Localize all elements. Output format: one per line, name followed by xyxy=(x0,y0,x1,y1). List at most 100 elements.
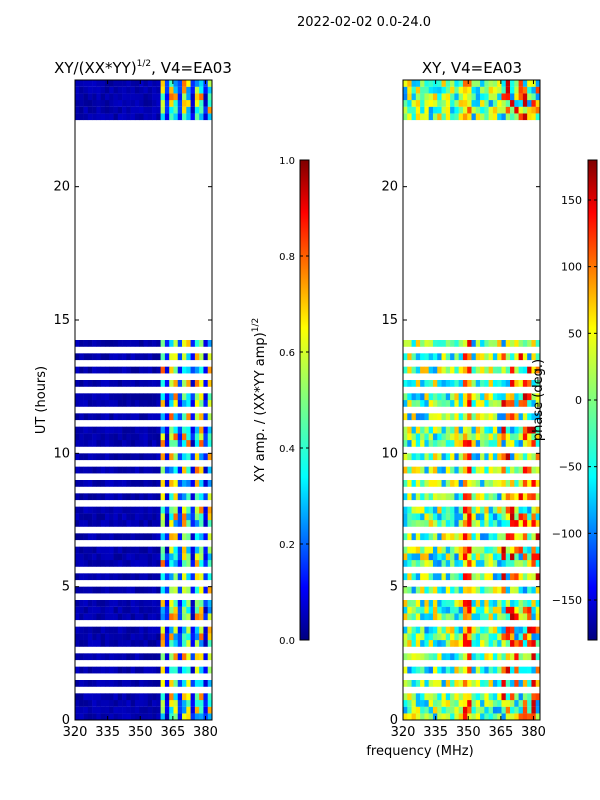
heatmap-cell xyxy=(177,86,183,94)
x-tick-label: 350 xyxy=(128,725,153,740)
heatmap-cell xyxy=(122,560,127,567)
heatmap-cell xyxy=(484,440,489,447)
heatmap-cell xyxy=(535,506,541,514)
heatmap-cell xyxy=(411,606,417,614)
heatmap-cell xyxy=(113,600,119,607)
heatmap-cell xyxy=(143,86,149,94)
heatmap-cell xyxy=(79,113,84,121)
heatmap-cell xyxy=(139,426,144,434)
heatmap-cell xyxy=(194,613,200,621)
heatmap-cell xyxy=(462,480,468,487)
heatmap-cell xyxy=(147,713,153,721)
heatmap-cell xyxy=(501,93,507,101)
heatmap-cell xyxy=(531,606,537,614)
heatmap-cell xyxy=(92,713,97,721)
heatmap-cell xyxy=(164,480,170,487)
heatmap-cell xyxy=(164,600,170,607)
heatmap-cell xyxy=(87,666,93,674)
heatmap-cell xyxy=(462,700,468,707)
heatmap-cell xyxy=(190,106,196,114)
heatmap-cell xyxy=(169,113,174,121)
heatmap-cell xyxy=(182,340,187,347)
heatmap-cell xyxy=(424,606,429,614)
heatmap-cell xyxy=(152,440,157,447)
heatmap-cell xyxy=(492,426,498,434)
heatmap-cell xyxy=(475,340,481,347)
heatmap-cell xyxy=(420,626,425,634)
heatmap-cell xyxy=(182,433,187,441)
heatmap-cell xyxy=(182,506,187,514)
heatmap-cell xyxy=(458,493,464,501)
heatmap-cell xyxy=(480,700,485,707)
heatmap-cell xyxy=(143,713,149,721)
phase-colorbar-label: phase (deg.) xyxy=(531,359,546,441)
heatmap-cell xyxy=(484,400,489,407)
heatmap-cell xyxy=(531,493,537,501)
heatmap-cell xyxy=(428,573,434,581)
heatmap-cell xyxy=(156,560,161,567)
heatmap-cell xyxy=(467,606,472,614)
heatmap-cell xyxy=(522,100,528,107)
heatmap-cell xyxy=(126,706,131,714)
heatmap-cell xyxy=(186,533,191,541)
heatmap-cell xyxy=(109,600,114,607)
heatmap-cell xyxy=(497,506,502,514)
heatmap-cell xyxy=(420,513,425,521)
heatmap-cell xyxy=(510,520,515,527)
heatmap-cell xyxy=(527,93,532,101)
heatmap-cell xyxy=(203,640,209,647)
heatmap-cell xyxy=(454,80,459,87)
heatmap-cell xyxy=(173,340,179,347)
heatmap-cell xyxy=(475,433,481,441)
heatmap-cell xyxy=(194,380,200,387)
heatmap-cell xyxy=(147,613,153,621)
heatmap-cell xyxy=(467,513,472,521)
heatmap-cell xyxy=(126,113,131,121)
heatmap-cell xyxy=(407,380,412,387)
heatmap-cell xyxy=(488,700,494,707)
heatmap-cell xyxy=(194,513,200,521)
heatmap-cell xyxy=(458,440,464,447)
heatmap-cell xyxy=(458,466,464,474)
heatmap-cell xyxy=(100,586,106,594)
heatmap-cell xyxy=(514,453,519,461)
heatmap-cell xyxy=(190,86,196,94)
heatmap-cell xyxy=(75,606,80,614)
heatmap-cell xyxy=(152,480,157,487)
heatmap-cell xyxy=(117,693,123,701)
heatmap-cell xyxy=(531,560,537,567)
heatmap-cell xyxy=(190,440,196,447)
heatmap-cell xyxy=(152,653,157,661)
heatmap-cell xyxy=(445,106,451,114)
heatmap-cell xyxy=(87,413,93,421)
heatmap-cell xyxy=(535,86,541,94)
heatmap-cell xyxy=(83,466,89,474)
heatmap-cell xyxy=(458,606,464,614)
heatmap-cell xyxy=(441,353,447,361)
heatmap-cell xyxy=(139,380,144,387)
heatmap-cell xyxy=(152,713,157,721)
heatmap-cell xyxy=(92,80,97,87)
heatmap-cell xyxy=(156,506,161,514)
heatmap-cell xyxy=(531,586,537,594)
heatmap-cell xyxy=(96,400,101,407)
heatmap-cell xyxy=(194,100,200,107)
heatmap-cell xyxy=(428,640,434,647)
y-tick-label: 15 xyxy=(53,313,70,328)
heatmap-cell xyxy=(407,513,412,521)
heatmap-cell xyxy=(501,480,507,487)
heatmap-cell xyxy=(527,400,532,407)
heatmap-cell xyxy=(514,93,519,101)
heatmap-cell xyxy=(471,606,477,614)
amplitude-heatmap xyxy=(75,80,213,721)
heatmap-cell xyxy=(182,626,187,634)
heatmap-cell xyxy=(160,626,166,634)
heatmap-cell xyxy=(147,533,153,541)
heatmap-cell xyxy=(199,413,204,421)
heatmap-cell xyxy=(83,600,89,607)
heatmap-cell xyxy=(514,613,519,621)
heatmap-cell xyxy=(113,493,119,501)
heatmap-cell xyxy=(152,533,157,541)
heatmap-cell xyxy=(96,680,101,687)
heatmap-cell xyxy=(407,546,412,554)
